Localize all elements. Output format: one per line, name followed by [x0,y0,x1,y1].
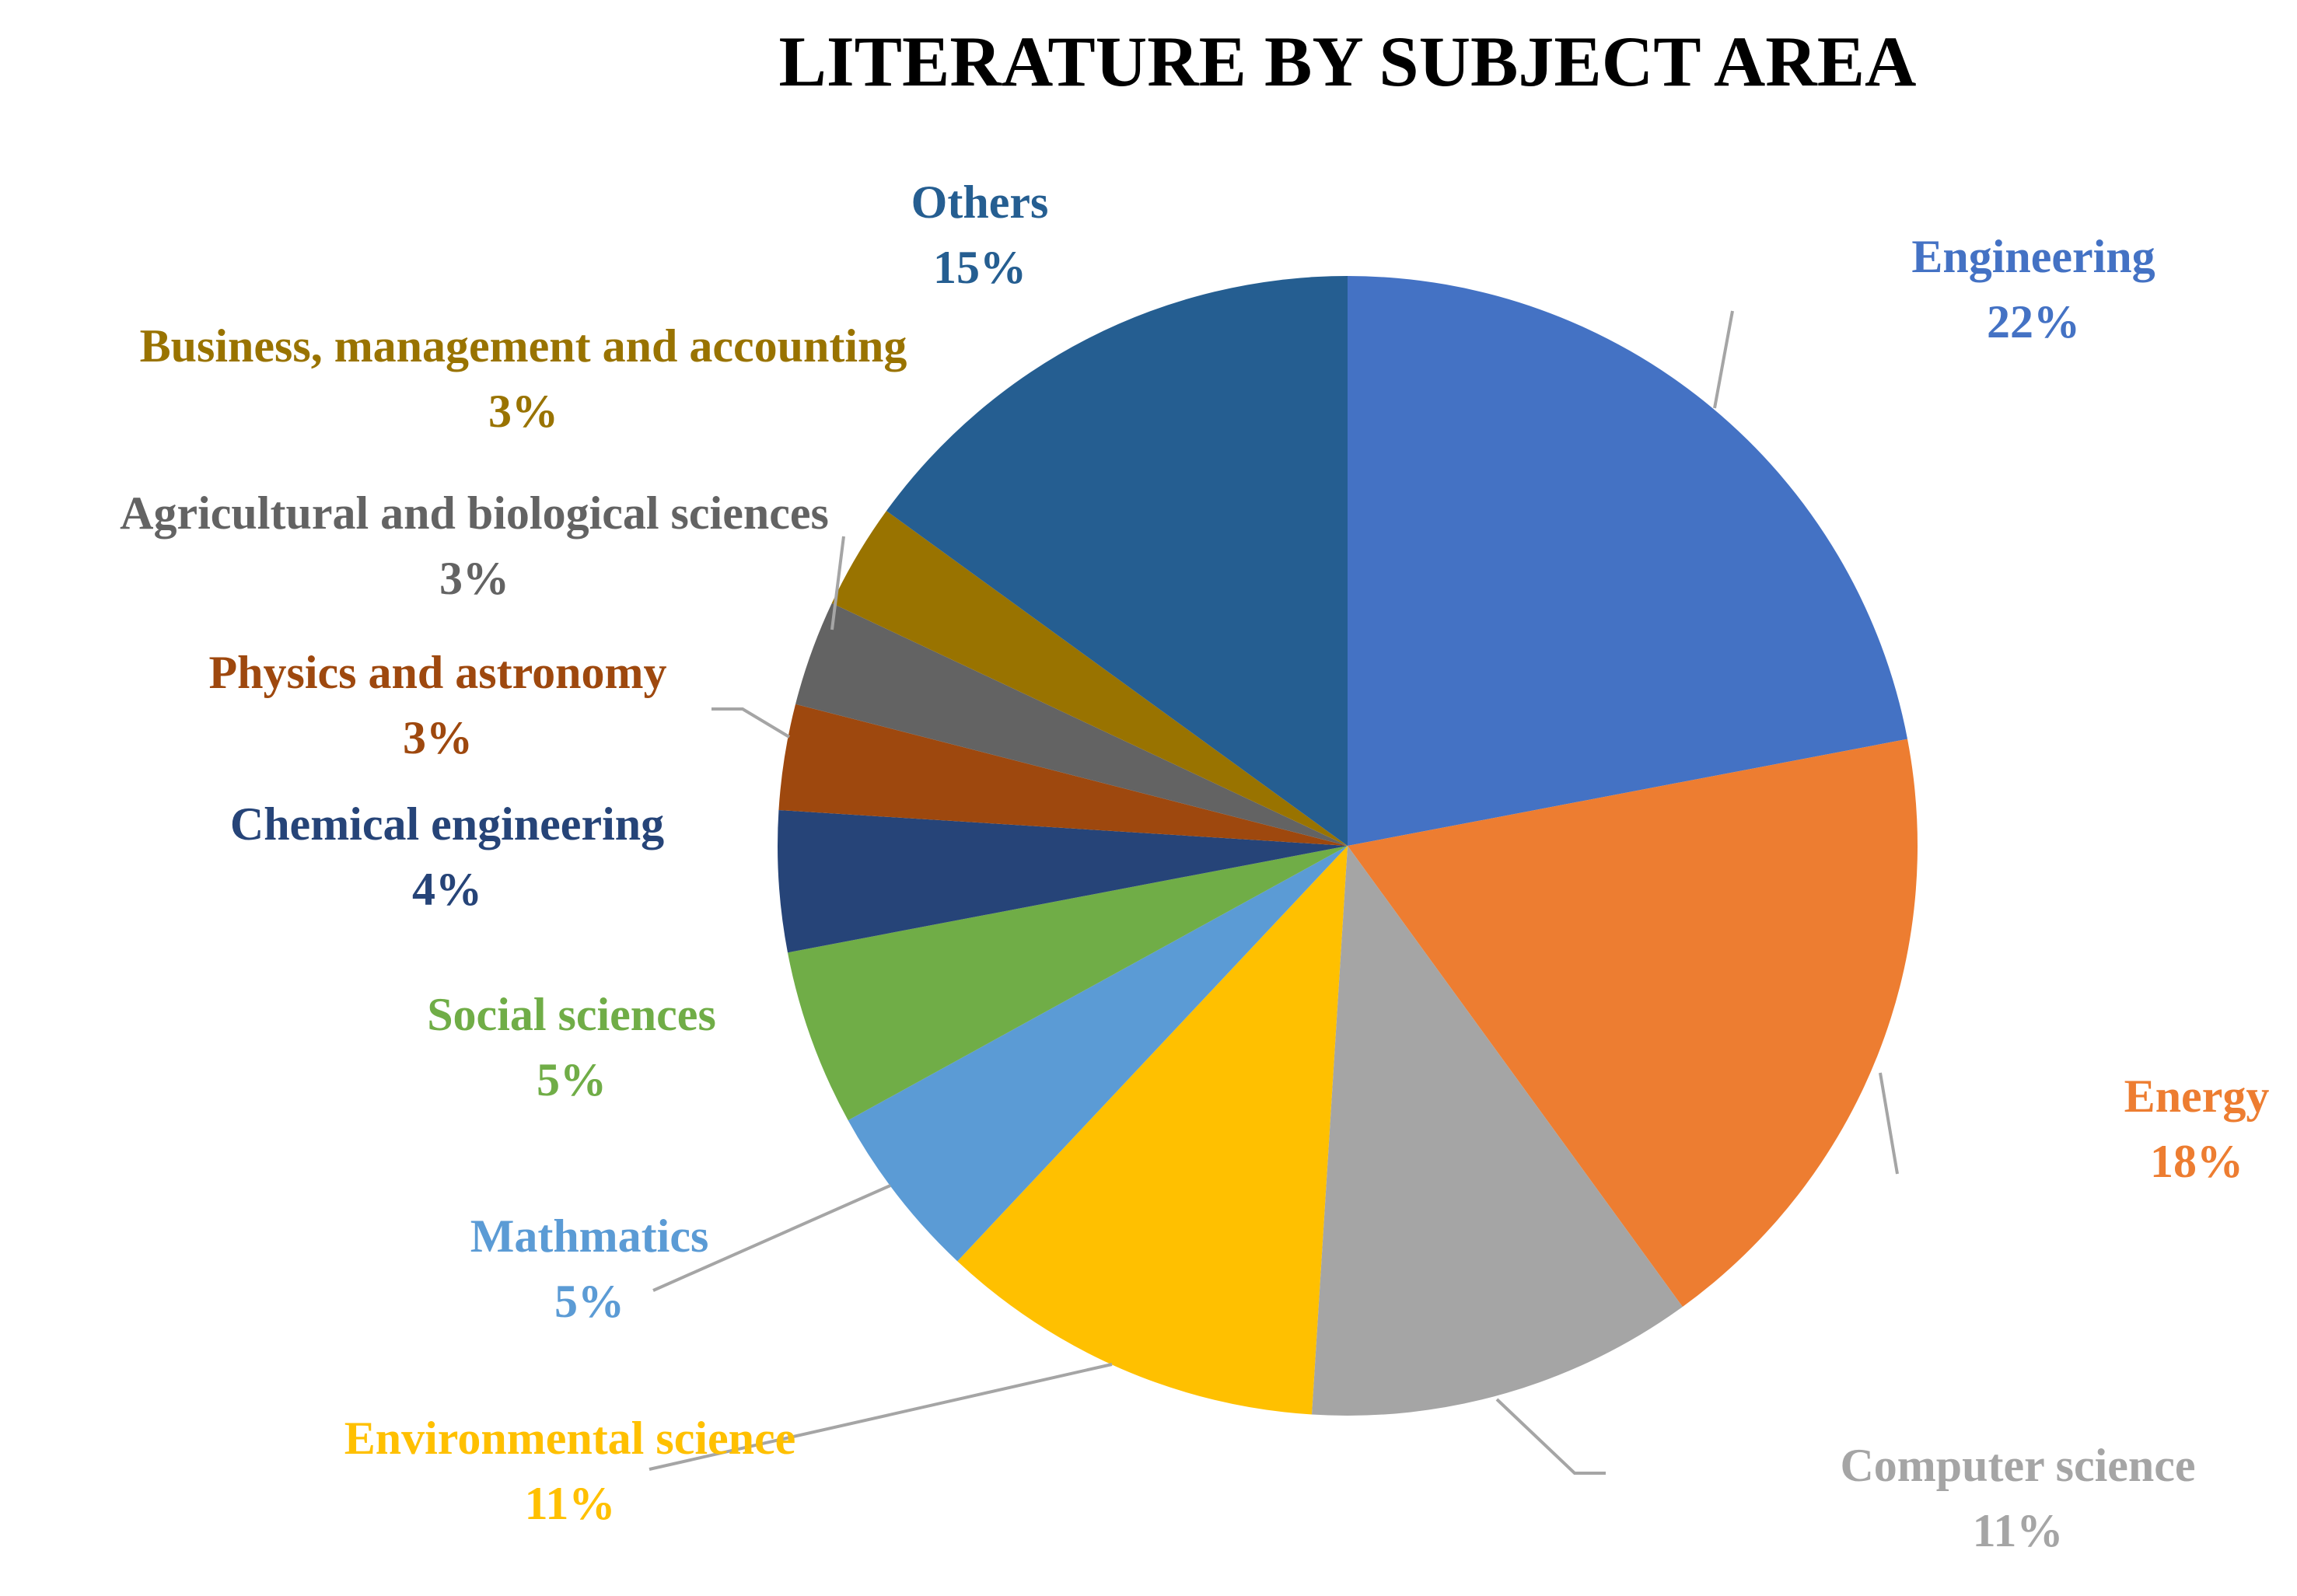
pie-slice-social-sciences [787,846,1348,1121]
chart-title: LITERATURE BY SUBJECT AREA [778,22,1916,101]
leader-lines [649,310,1899,1475]
pie-slice-others [886,276,1348,846]
slice-value-others: 15% [933,242,1026,293]
slice-value-physics-and-astronomy: 3% [403,712,473,763]
slice-value-computer-science: 11% [1973,1505,2064,1556]
slice-label-agricultural-and-biological-sciences: Agricultural and biological sciences [120,487,829,539]
slice-value-engineering: 22% [1987,296,2080,347]
slice-label-social-sciences: Social sciences [427,989,716,1040]
slice-label-energy: Energy [2124,1070,2270,1122]
pie-slice-computer-science [1311,846,1683,1416]
slice-label-others: Others [911,176,1049,228]
pie-slice-agricultural-and-biological-sciences [795,602,1348,846]
slice-value-chemical-engineering: 4% [412,864,482,915]
leader-line-physics-and-astronomy [711,707,791,739]
pie-slice-business-management-and-accounting [831,511,1348,846]
leader-line-computer-science [1495,1398,1606,1475]
leader-line-agricultural-and-biological-sciences [830,536,845,630]
slice-value-energy: 18% [2150,1136,2243,1187]
slice-label-chemical-engineering: Chemical engineering [230,798,664,850]
slice-label-business-management-and-accounting: Business, management and accounting [140,320,907,372]
pie-slice-environmental-science [957,846,1348,1415]
slice-value-mathmatics: 5% [554,1276,624,1327]
slice-value-agricultural-and-biological-sciences: 3% [439,553,509,604]
leader-line-environmental-science [649,1363,1113,1471]
slice-label-physics-and-astronomy: Physics and astronomy [209,647,667,698]
slice-label-environmental-science: Environmental science [344,1413,796,1464]
data-labels: Engineering 22% Energy 18% Computer science 1… [120,176,2269,1556]
pie-slice-mathmatics [848,846,1348,1262]
slice-label-engineering: Engineering [1911,231,2155,282]
slice-label-mathmatics: Mathmatics [470,1210,709,1262]
leader-line-engineering [1713,310,1734,409]
pie-slice-engineering [1348,276,1908,846]
slice-value-business-management-and-accounting: 3% [488,386,558,437]
pie-slice-physics-and-astronomy [778,704,1348,846]
slice-value-social-sciences: 5% [537,1054,607,1105]
pie-slice-chemical-engineering [778,809,1348,953]
leader-line-mathmatics [652,1184,891,1292]
pie-slices [778,276,1918,1416]
leader-line-energy [1879,1072,1899,1175]
pie-slice-energy [1348,739,1918,1308]
slice-value-environmental-science: 11% [525,1478,616,1529]
slice-label-computer-science: Computer science [1840,1440,2195,1491]
